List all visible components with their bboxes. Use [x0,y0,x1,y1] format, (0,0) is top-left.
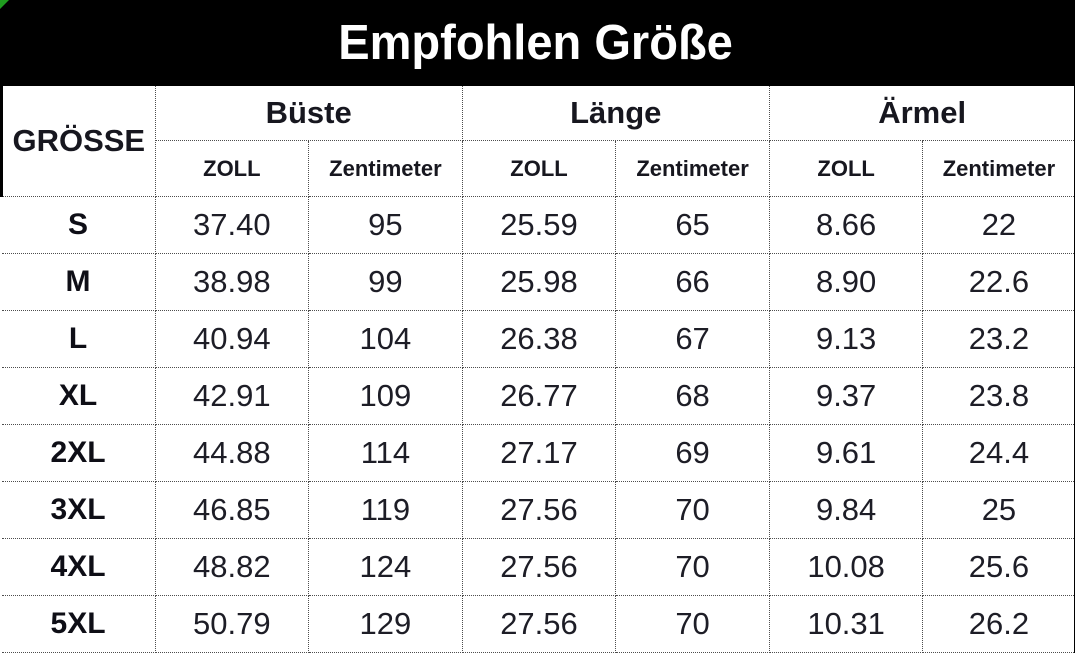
size-table: GRÖSSE Büste Länge Ärmel ZOLL Zentimeter… [0,86,1075,653]
value-cell: 9.84 [768,481,924,539]
value-cell: 27.56 [461,595,617,653]
value-cell: 70 [615,595,770,653]
size-cell: S [1,196,156,254]
excel-corner-marker-icon [0,0,9,9]
table-row-m: M 38.98 99 25.98 66 8.90 22.6 [1,253,1075,311]
table-row-5xl: 5XL 50.79 129 27.56 70 10.31 26.2 [1,595,1075,653]
value-cell: 27.17 [461,424,617,482]
value-cell: 26.77 [461,367,617,425]
size-cell: L [1,310,156,368]
value-cell: 37.40 [154,196,310,254]
value-cell: 22.6 [922,253,1075,311]
value-cell: 50.79 [154,595,310,653]
value-cell: 66 [615,253,770,311]
value-cell: 27.56 [461,538,617,596]
unit-header-cm: Zentimeter [922,140,1075,197]
value-cell: 22 [922,196,1075,254]
value-cell: 68 [615,367,770,425]
chart-title: Empfohlen Größe [338,16,733,70]
value-cell: 65 [615,196,770,254]
value-cell: 26.38 [461,310,617,368]
value-cell: 25.98 [461,253,617,311]
value-cell: 38.98 [154,253,310,311]
value-cell: 25.6 [922,538,1075,596]
size-cell: XL [1,367,156,425]
value-cell: 46.85 [154,481,310,539]
column-group-length: Länge [461,86,770,141]
value-cell: 27.56 [461,481,617,539]
value-cell: 23.8 [922,367,1075,425]
value-cell: 70 [615,538,770,596]
value-cell: 44.88 [154,424,310,482]
value-cell: 114 [308,424,463,482]
unit-header-inch: ZOLL [155,140,310,197]
unit-header-cm: Zentimeter [615,140,770,197]
unit-header-row: ZOLL Zentimeter ZOLL Zentimeter ZOLL Zen… [2,140,1075,197]
chart-title-bar: Empfohlen Größe [0,0,1075,86]
value-cell: 129 [308,595,463,653]
unit-header-cm: Zentimeter [308,140,463,197]
unit-header-inch: ZOLL [768,140,924,197]
value-cell: 9.61 [768,424,924,482]
column-group-sleeve: Ärmel [768,86,1075,141]
value-cell: 25 [922,481,1075,539]
table-row-3xl: 3XL 46.85 119 27.56 70 9.84 25 [1,481,1075,539]
group-header-row: GRÖSSE Büste Länge Ärmel [0,86,1075,197]
value-cell: 124 [308,538,463,596]
value-cell: 10.08 [768,538,924,596]
value-cell: 26.2 [922,595,1075,653]
value-cell: 25.59 [461,196,617,254]
table-row-xl: XL 42.91 109 26.77 68 9.37 23.8 [1,367,1075,425]
column-group-bust: Büste [154,86,463,141]
size-column-header: GRÖSSE [0,86,156,197]
unit-header-inch: ZOLL [461,140,617,197]
value-cell: 23.2 [922,310,1075,368]
value-cell: 8.66 [768,196,924,254]
value-cell: 69 [615,424,770,482]
value-cell: 24.4 [922,424,1075,482]
value-cell: 95 [308,196,463,254]
value-cell: 119 [308,481,463,539]
value-cell: 40.94 [154,310,310,368]
size-cell: M [1,253,156,311]
value-cell: 70 [615,481,770,539]
table-row-l: L 40.94 104 26.38 67 9.13 23.2 [1,310,1075,368]
value-cell: 9.37 [768,367,924,425]
table-row-s: S 37.40 95 25.59 65 8.66 22 [1,196,1075,254]
value-cell: 67 [615,310,770,368]
size-cell: 3XL [1,481,156,539]
value-cell: 99 [308,253,463,311]
value-cell: 42.91 [154,367,310,425]
size-cell: 5XL [1,595,156,653]
value-cell: 109 [308,367,463,425]
value-cell: 9.13 [768,310,924,368]
value-cell: 48.82 [154,538,310,596]
size-cell: 2XL [1,424,156,482]
table-row-4xl: 4XL 48.82 124 27.56 70 10.08 25.6 [1,538,1075,596]
table-row-2xl: 2XL 44.88 114 27.17 69 9.61 24.4 [1,424,1075,482]
value-cell: 104 [308,310,463,368]
value-cell: 10.31 [768,595,924,653]
size-cell: 4XL [1,538,156,596]
value-cell: 8.90 [768,253,924,311]
